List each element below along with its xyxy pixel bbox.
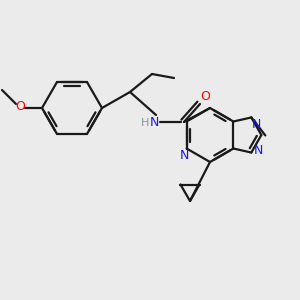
Text: N: N bbox=[149, 116, 159, 128]
Text: O: O bbox=[200, 91, 210, 103]
Text: N: N bbox=[252, 118, 261, 131]
Text: N: N bbox=[180, 149, 189, 162]
Text: H: H bbox=[141, 118, 149, 128]
Text: O: O bbox=[15, 100, 25, 113]
Text: N: N bbox=[254, 144, 263, 157]
